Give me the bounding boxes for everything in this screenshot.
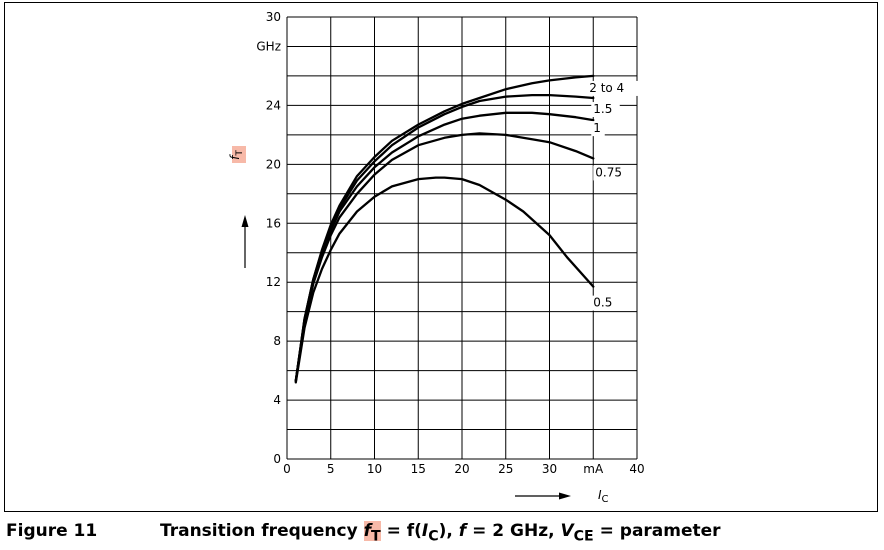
y-tick-label: 12: [266, 275, 281, 289]
series-label: 0.5: [593, 296, 612, 310]
series-label-bg: [591, 121, 605, 137]
series-line: [294, 132, 595, 383]
title-f-symbol: f: [458, 521, 467, 541]
x-tick-label: 40: [629, 462, 644, 476]
y-tick-label: 20: [266, 157, 281, 171]
x-tick-label: 5: [327, 462, 335, 476]
title-ft-symbol: f: [363, 521, 371, 541]
x-arrow-head: [559, 492, 571, 500]
y-tick-label: 16: [266, 216, 281, 230]
title-ft-highlight: fT: [363, 521, 381, 545]
y-tick-label: 8: [273, 334, 281, 348]
x-tick-label: 30: [542, 462, 557, 476]
x-tick-label: 15: [411, 462, 426, 476]
tick-labels: 0 5 10 15 20 25 30 mA 40 0 4 8 12 16 20 24 GHz 30: [256, 10, 644, 476]
series-line: [294, 74, 595, 383]
title-eq: = f(: [380, 521, 422, 541]
series-labels: 2 to 4 1.5 1 0.75 0.5: [587, 80, 639, 311]
y-label-highlight: [232, 146, 246, 163]
series-label: 1: [593, 121, 601, 135]
title-end: = parameter: [593, 521, 721, 541]
y-label-symbol: f: [228, 154, 242, 160]
y-tick-label: 24: [266, 98, 281, 112]
series-label: 2 to 4: [589, 81, 624, 95]
series-line: [294, 176, 595, 384]
y-arrow-head: [241, 215, 249, 227]
title-ic-symbol: I: [421, 521, 429, 541]
y-tick-label: GHz: [256, 39, 281, 53]
x-label-subscript: C: [602, 494, 609, 505]
y-axis-label: fT: [228, 146, 249, 268]
title-v-symbol: V: [560, 521, 574, 541]
series-lines: [294, 74, 595, 384]
chart: 0 5 10 15 20 25 30 mA 40 0 4 8 12 16 20 24 GHz 30 fT IC 2…: [228, 10, 645, 505]
y-tick-label: 30: [266, 10, 281, 24]
x-label-symbol: I: [598, 488, 602, 502]
series-label-bg: [591, 295, 620, 311]
x-axis-label: IC: [515, 488, 609, 505]
svg-text:IC: IC: [598, 488, 609, 505]
y-tick-label: 4: [273, 393, 281, 407]
x-tick-label: 25: [498, 462, 513, 476]
grid: [286, 16, 638, 460]
figure-label: Figure 11: [6, 521, 98, 541]
series-label: 1.5: [593, 102, 612, 116]
series-label: 0.75: [595, 165, 622, 179]
figure-title: Transition frequency fT = f(IC), f = 2 G…: [160, 521, 721, 544]
x-tick-label: 0: [283, 462, 291, 476]
y-label-subscript: T: [235, 150, 245, 157]
title-v-subscript: CE: [573, 528, 594, 545]
series-label-bg: [591, 102, 620, 118]
x-tick-label: mA: [583, 462, 604, 476]
title-f-value: = 2 GHz,: [466, 521, 561, 541]
title-ft-subscript: T: [370, 528, 381, 545]
y-tick-label: 0: [273, 452, 281, 466]
x-tick-label: 20: [454, 462, 469, 476]
title-text: Transition frequency: [160, 521, 364, 541]
x-tick-label: 10: [367, 462, 382, 476]
chart-frame: 0 5 10 15 20 25 30 mA 40 0 4 8 12 16 20 24 GHz 30 fT IC 2…: [4, 2, 878, 512]
svg-text:fT: fT: [228, 150, 245, 160]
title-ic-subscript: C: [428, 528, 439, 545]
title-mid: ),: [438, 521, 459, 541]
series-label-bg: [587, 80, 639, 96]
series-label-bg: [593, 165, 630, 181]
